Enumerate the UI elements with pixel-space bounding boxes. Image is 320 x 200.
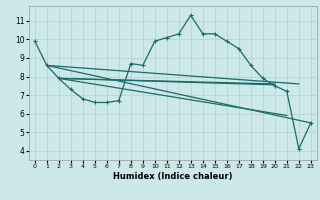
X-axis label: Humidex (Indice chaleur): Humidex (Indice chaleur) (113, 172, 233, 181)
